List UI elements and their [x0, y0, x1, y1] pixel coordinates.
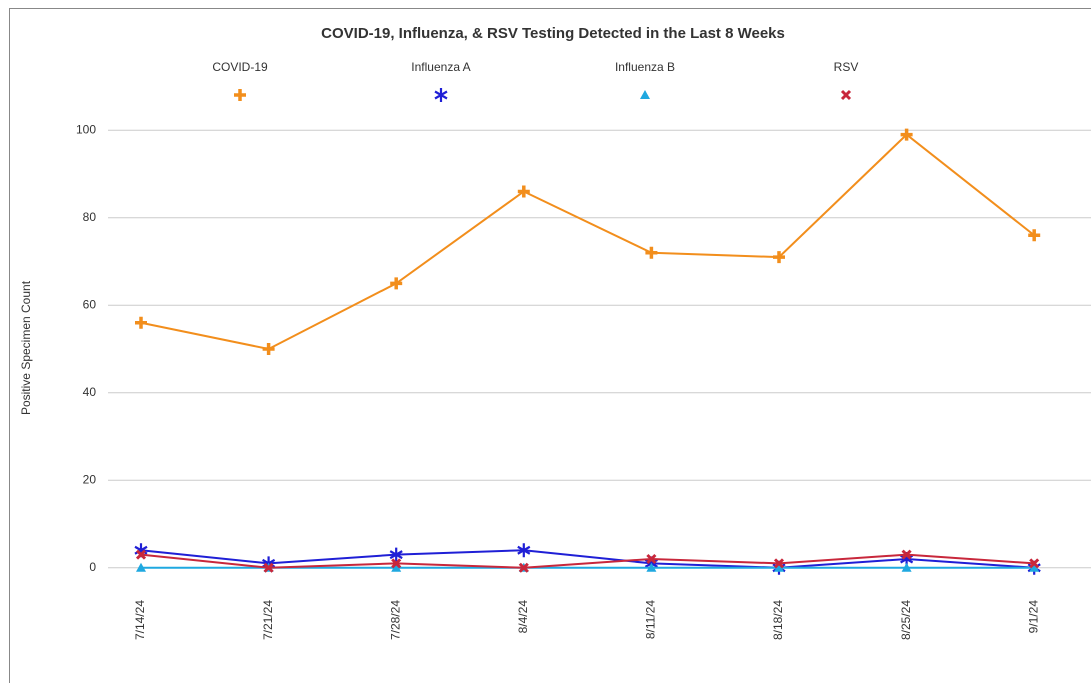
chart-title: COVID-19, Influenza, & RSV Testing Detec…	[321, 25, 785, 42]
frame	[9, 8, 1091, 683]
marker	[901, 562, 912, 572]
y-tick-label: 80	[83, 210, 97, 224]
marker	[389, 547, 403, 562]
series	[135, 128, 1041, 355]
marker	[135, 316, 147, 329]
legend-label: COVID-19	[212, 60, 268, 74]
legend-label: RSV	[834, 60, 859, 74]
line	[140, 549, 1035, 569]
legend-marker	[234, 89, 246, 101]
x-tick-label: 7/14/24	[133, 600, 147, 640]
x-tick-label: 8/11/24	[644, 600, 658, 639]
y-axis-label: Positive Specimen Count	[19, 280, 33, 415]
marker	[518, 562, 529, 573]
marker	[391, 562, 402, 572]
line	[140, 553, 1035, 569]
x-tick-label: 7/21/24	[261, 600, 275, 640]
marker	[1029, 558, 1040, 569]
legend-marker	[434, 88, 448, 102]
marker	[1029, 562, 1040, 572]
marker	[901, 549, 912, 560]
legend-marker	[640, 90, 650, 99]
y-tick-label: 0	[89, 560, 96, 574]
marker	[900, 128, 913, 141]
y-tick-label: 40	[83, 385, 97, 399]
marker	[263, 562, 274, 573]
y-tick-label: 60	[83, 297, 97, 311]
x-tick-label: 9/1/24	[1026, 600, 1040, 634]
series	[135, 549, 1040, 573]
marker	[646, 553, 657, 565]
legend-label: Influenza A	[411, 60, 470, 74]
x-tick-label: 8/4/24	[516, 600, 530, 634]
marker	[262, 343, 275, 355]
legend-marker	[840, 89, 852, 101]
x-tick-label: 8/25/24	[899, 600, 913, 640]
marker	[773, 251, 785, 264]
marker	[517, 543, 531, 558]
marker	[136, 562, 146, 572]
marker	[517, 185, 530, 198]
marker	[646, 562, 657, 572]
line	[140, 133, 1035, 351]
marker	[390, 277, 403, 290]
marker	[391, 558, 402, 569]
y-tick-label: 100	[76, 122, 96, 136]
marker	[774, 562, 784, 572]
legend-label: Influenza B	[615, 60, 675, 74]
x-tick-label: 8/18/24	[771, 600, 785, 640]
x-tick-label: 7/28/24	[388, 600, 402, 640]
marker	[1028, 229, 1041, 242]
marker	[773, 558, 785, 569]
y-tick-label: 20	[83, 472, 97, 486]
marker	[645, 246, 658, 259]
marker	[135, 549, 147, 560]
